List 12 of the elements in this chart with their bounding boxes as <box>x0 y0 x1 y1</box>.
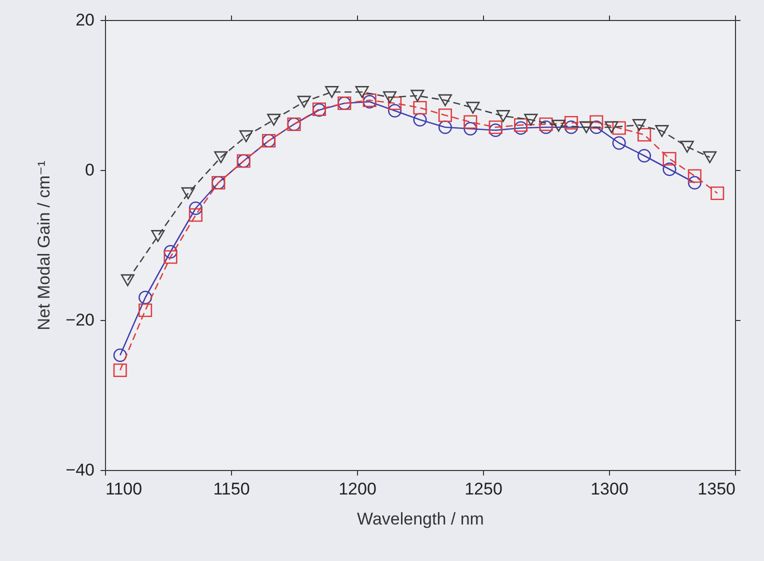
x-tick-label: 1100 <box>106 480 142 498</box>
y-tick-label: −40 <box>66 460 94 480</box>
y-axis-title: Net Modal Gain / cm⁻¹ <box>34 160 54 330</box>
x-tick-label: 1150 <box>213 480 250 498</box>
x-tick-label: 1250 <box>464 480 502 498</box>
x-axis-title: Wavelength / nm <box>357 510 484 528</box>
y-tick-label: 20 <box>76 10 94 30</box>
y-tick-label: −20 <box>66 310 94 330</box>
x-tick-label: 1300 <box>590 480 628 498</box>
x-tick-label: 1200 <box>338 480 376 498</box>
x-tick-label: 1350 <box>698 480 736 498</box>
y-tick-label: 0 <box>85 160 94 180</box>
